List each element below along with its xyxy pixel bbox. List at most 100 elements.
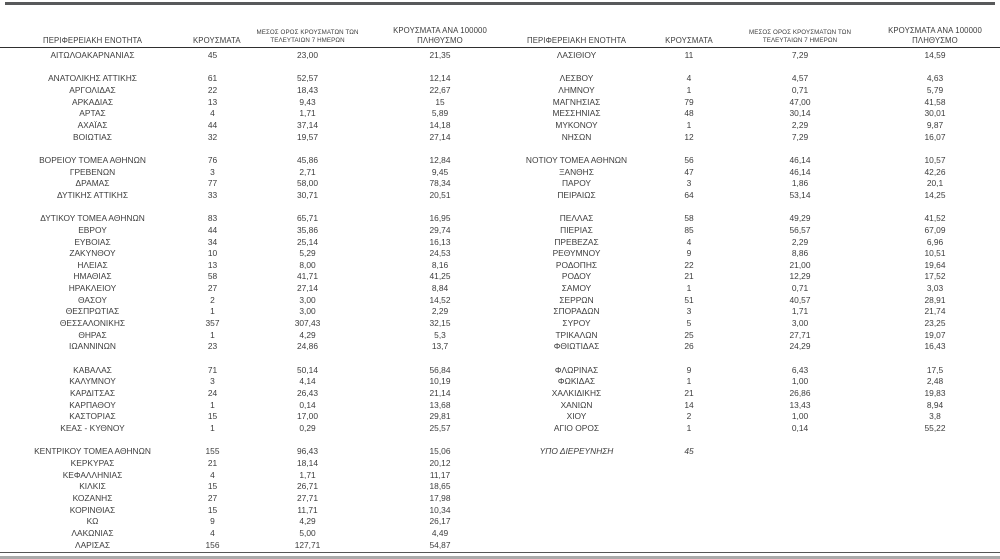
avg7-cell: 5,00 [299, 527, 316, 538]
avg7-cell: 0,29 [299, 423, 316, 433]
per100k-cell: 41,52 [924, 213, 946, 224]
avg7-cell: 1,71 [299, 469, 316, 480]
avg7-cell: 49,29 [789, 213, 811, 224]
avg7-cell [730, 481, 870, 493]
region-cell: ΘΗΡΑΣ [78, 329, 107, 340]
table-row [0, 435, 1000, 447]
per100k-cell: 20,1 [926, 178, 944, 189]
per100k-cell: 20,51 [429, 189, 451, 200]
region-cell: ΠΙΕΡΙΑΣ [560, 224, 593, 235]
table-row: ΚΑΛΥΜΝΟΥ 3 4,14 10,19 ΦΩΚΙΔΑΣ 1 1,00 2,48 [0, 376, 1000, 388]
column-header-region-right: ΠΕΡΙΦΕΡΕΙΑΚΗ ΕΝΟΤΗΤΑ [526, 35, 627, 45]
region-cell: ΡΟΔΟΠΗΣ [555, 259, 598, 270]
per100k-cell: 21,14 [429, 388, 451, 399]
region-cell: ΚΟΖΑΝΗΣ [72, 492, 113, 503]
table-row: ΘΕΣΠΡΩΤΙΑΣ 1 3,00 2,29 ΣΠΟΡΑΔΩΝ 3 1,71 21,74 [0, 306, 1000, 318]
cases-cell: 22 [684, 259, 694, 270]
cases-cell: 24 [207, 388, 218, 399]
per100k-cell [870, 458, 1000, 470]
cases-cell: 1 [686, 84, 692, 95]
table-row: ΙΩΑΝΝΙΝΩΝ 23 24,86 13,7 ΦΘΙΩΤΙΔΑΣ 26 24,29 16,4… [0, 341, 1000, 353]
avg7-cell: 18,14 [297, 457, 318, 468]
per100k-cell: 55,22 [924, 423, 946, 433]
table-row: ΕΥΒΟΙΑΣ 34 25,14 16,13 ΠΡΕΒΕΖΑΣ 4 2,29 6,96 [0, 237, 1000, 249]
region-cell: ΣΠΟΡΑΔΩΝ [553, 306, 600, 317]
avg7-cell: 5,29 [299, 248, 316, 259]
region-cell [505, 202, 648, 214]
avg7-cell [730, 540, 870, 552]
region-cell: ΧΙΟΥ [566, 411, 587, 422]
cases-cell: 1 [210, 306, 215, 317]
table-row: ΚΟΖΑΝΗΣ 27 27,71 17,98 [0, 493, 1000, 505]
avg7-cell: 1,71 [791, 306, 809, 317]
table-header-row: ΠΕΡΙΦΕΡΕΙΑΚΗ ΕΝΟΤΗΤΑ ΚΡΟΥΣΜΑΤΑ ΜΕΣΟΣ ΟΡΟ… [0, 20, 1000, 48]
cases-cell: 11 [684, 50, 694, 60]
per100k-cell: 10,34 [429, 504, 451, 515]
cases-cell: 48 [684, 108, 694, 119]
region-cell: ΥΠΟ ΔΙΕΡΕΥΝΗΣΗ [539, 446, 614, 457]
region-cell: ΦΩΚΙΔΑΣ [557, 376, 596, 387]
avg7-cell: 26,43 [297, 388, 318, 399]
cases-cell: 357 [205, 318, 220, 329]
region-cell: ΧΑΝΙΩΝ [560, 399, 593, 410]
avg7-cell: 96,43 [297, 446, 318, 457]
cases-cell: 56 [684, 154, 694, 165]
avg7-cell: 21,00 [789, 259, 811, 270]
region-cell: ΛΗΜΝΟΥ [558, 84, 595, 95]
region-cell: ΚΑΡΠΑΘΟΥ [69, 399, 116, 410]
avg7-cell: 4,29 [299, 329, 316, 340]
cases-cell: 1 [210, 423, 215, 433]
region-cell: ΠΑΡΟΥ [561, 178, 592, 189]
table-row: ΚΑΡΠΑΘΟΥ 1 0,14 13,68 ΧΑΝΙΩΝ 14 13,43 8,94 [0, 400, 1000, 412]
avg7-cell: 23,00 [297, 50, 318, 60]
per100k-cell: 17,52 [924, 271, 946, 282]
per100k-cell [375, 353, 505, 365]
region-cell: ΔΡΑΜΑΣ [75, 178, 110, 189]
region-cell: ΚΩ [86, 516, 99, 527]
cases-cell [648, 493, 730, 505]
region-cell: ΑΧΑΪΑΣ [77, 119, 108, 130]
cases-cell: 79 [684, 96, 694, 107]
per100k-cell: 5,79 [926, 84, 944, 95]
avg7-cell: 1,00 [791, 376, 809, 387]
per100k-cell: 29,74 [429, 224, 451, 235]
per100k-cell: 10,51 [924, 248, 946, 259]
cases-cell: 76 [207, 154, 218, 165]
avg7-cell: 8,00 [299, 259, 316, 270]
avg7-cell: 17,00 [297, 411, 318, 422]
per100k-cell: 6,96 [926, 236, 944, 247]
per100k-cell: 16,43 [924, 341, 946, 352]
per100k-cell: 13,7 [431, 341, 449, 352]
region-cell [0, 353, 185, 365]
avg7-cell [240, 353, 375, 365]
per100k-cell: 2,48 [926, 376, 944, 387]
cases-cell: 5 [686, 318, 692, 329]
cases-cell: 44 [207, 119, 218, 130]
region-cell: ΜΑΓΝΗΣΙΑΣ [552, 96, 601, 107]
table-row: ΛΑΡΙΣΑΣ 156 127,71 54,87 [0, 540, 1000, 552]
avg7-cell: 3,00 [299, 306, 316, 317]
cases-cell [648, 353, 730, 365]
cases-cell: 1 [686, 376, 692, 387]
column-header-avg7-left: ΜΕΣΟΣ ΟΡΟΣ ΚΡΟΥΣΜΑΤΩΝ ΤΩΝ ΤΕΛΕΥΤΑΙΩΝ 7 Η… [256, 29, 359, 44]
table-row: ΚΕΝΤΡΙΚΟΥ ΤΟΜΕΑ ΑΘΗΝΩΝ 155 96,43 15,06 ΥΠΟ Δ… [0, 446, 1000, 458]
region-cell [505, 505, 648, 517]
cases-cell: 25 [684, 329, 694, 340]
cases-cell: 26 [684, 341, 694, 352]
cases-cell: 9 [210, 516, 215, 527]
cases-cell: 2 [686, 411, 692, 422]
table-row [0, 62, 1000, 74]
region-cell: ΡΟΔΟΥ [561, 271, 592, 282]
column-header-per100k-left: ΚΡΟΥΣΜΑΤΑ ΑΝΑ 100000 ΠΛΗΘΥΣΜΟ [393, 26, 487, 45]
per100k-cell: 17,5 [926, 364, 944, 375]
cases-cell: 45 [684, 446, 694, 457]
region-cell [505, 458, 648, 470]
region-cell: ΚΕΝΤΡΙΚΟΥ ΤΟΜΕΑ ΑΘΗΝΩΝ [34, 446, 151, 457]
avg7-cell: 7,29 [791, 50, 809, 60]
per100k-cell: 19,64 [924, 259, 946, 270]
avg7-cell: 27,71 [789, 329, 811, 340]
table-row: ΑΙΤΩΛΟΑΚΑΡΝΑΝΙΑΣ 45 23,00 21,35 ΛΑΣΙΘΙΟΥ 11 7,… [0, 50, 1000, 62]
table-row: ΚΕΦΑΛΛΗΝΙΑΣ 4 1,71 11,17 [0, 470, 1000, 482]
per100k-cell: 41,25 [429, 271, 451, 282]
table-row: ΒΟΡΕΙΟΥ ΤΟΜΕΑ ΑΘΗΝΩΝ 76 45,86 12,84 ΝΟΤΙΟΥ Τ… [0, 155, 1000, 167]
